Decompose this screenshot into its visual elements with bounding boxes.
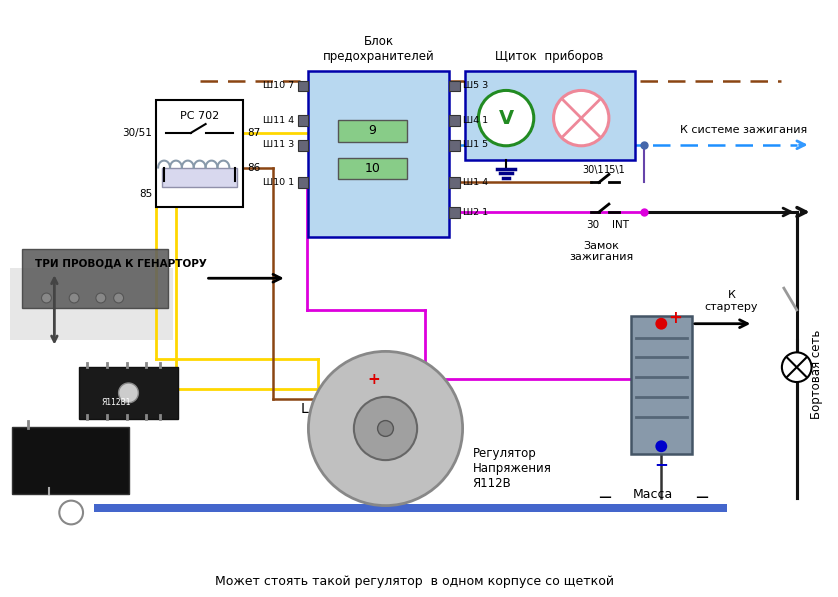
Text: 9: 9 [369,124,376,137]
Circle shape [114,293,123,303]
Text: 87: 87 [247,128,261,138]
Circle shape [655,318,667,330]
Bar [449,115,459,126]
Text: К
стартеру: К стартеру [705,290,758,312]
Text: Замок
зажигания: Замок зажигания [569,241,634,262]
Text: +: + [668,309,682,327]
Text: Масса: Масса [632,488,673,501]
Text: ТРИ ПРОВОДА К ГЕНАРТОРУ: ТРИ ПРОВОДА К ГЕНАРТОРУ [34,259,206,269]
Text: −: − [654,455,668,473]
Text: Ш11 4: Ш11 4 [263,116,295,125]
Text: 15\1: 15\1 [604,165,626,174]
Bar [94,504,727,512]
Text: Ш10 7: Ш10 7 [263,81,295,90]
Bar [449,81,459,91]
Text: РС 702: РС 702 [180,111,220,121]
Text: Может стоять такой регулятор  в одном корпусе со щеткой: Может стоять такой регулятор в одном кор… [215,575,613,588]
Circle shape [554,90,609,146]
Text: Регулятор
Напряжения
Я112В: Регулятор Напряжения Я112В [473,447,551,490]
Text: L: L [301,402,308,416]
Bar [162,168,237,187]
Text: Ш1 5: Ш1 5 [463,140,488,149]
Text: Ш4 1: Ш4 1 [463,116,488,125]
Bar [297,140,308,150]
Bar [156,100,243,207]
Bar [297,115,308,126]
Bar [338,158,407,179]
Text: 30: 30 [587,220,600,230]
Text: Блок
предохранителей: Блок предохранителей [323,35,434,63]
Circle shape [478,90,534,146]
Text: −: − [694,489,710,507]
Circle shape [655,441,667,452]
Circle shape [308,352,463,506]
Bar [449,177,459,188]
Text: 30/51: 30/51 [122,128,153,138]
Text: Ш1 4: Ш1 4 [463,178,488,187]
Circle shape [70,293,79,303]
Text: 85: 85 [139,189,153,199]
Circle shape [119,383,138,403]
Bar [464,70,634,159]
Text: Ш11 3: Ш11 3 [263,140,295,149]
Circle shape [378,420,393,436]
Text: Ш2 1: Ш2 1 [463,208,488,217]
Text: 86: 86 [247,162,261,173]
Text: К системе зажигания: К системе зажигания [680,125,807,135]
Bar [338,120,407,142]
Text: INT: INT [613,220,629,230]
Bar [12,426,128,494]
Text: 30\1: 30\1 [582,165,604,174]
Text: Ш10 1: Ш10 1 [263,178,295,187]
Bar [449,140,459,150]
Circle shape [354,397,417,460]
Bar [449,207,459,218]
Circle shape [782,352,811,382]
Text: V: V [499,109,514,128]
Text: Бортовая сеть: Бортовая сеть [810,330,823,419]
Bar [297,81,308,91]
Circle shape [96,293,106,303]
Text: Ш5 3: Ш5 3 [463,81,488,90]
Bar [22,248,168,308]
Bar [631,316,692,454]
Text: 10: 10 [365,162,380,175]
Bar [297,177,308,188]
Text: −: − [597,489,613,507]
Text: Я112В1: Я112В1 [102,398,132,407]
Circle shape [42,293,51,303]
Bar [79,367,178,418]
Bar [308,70,449,237]
Text: +: + [367,371,380,387]
Text: Щиток  приборов: Щиток приборов [495,50,604,63]
Polygon shape [10,268,173,340]
